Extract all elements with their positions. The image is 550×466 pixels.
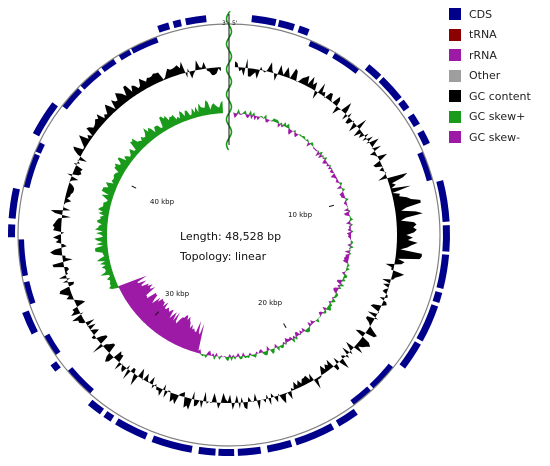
legend-swatch-cds	[449, 8, 461, 21]
cds-feature	[151, 435, 193, 453]
cds-feature	[185, 15, 207, 26]
legend-swatch-other	[449, 69, 461, 82]
legend-item-gc-content: GC content	[449, 86, 549, 107]
cds-feature	[436, 254, 450, 289]
legend-swatch-gc-skew-minus	[449, 131, 461, 144]
cds-track	[7, 15, 451, 456]
cds-feature	[432, 291, 443, 304]
cds-feature	[22, 310, 38, 335]
legend-item-cds: CDS	[449, 4, 549, 25]
cds-feature	[32, 102, 58, 137]
cds-feature	[399, 341, 421, 369]
origin-wavy-line	[225, 11, 233, 151]
cds-feature	[378, 76, 402, 102]
legend-label-other: Other	[469, 69, 501, 83]
cds-feature	[67, 367, 94, 394]
tick-label-40kbp: 40 kbp	[150, 198, 175, 206]
cds-feature	[407, 113, 420, 128]
cds-feature	[8, 187, 20, 219]
legend-label-gc-skew-minus: GC skew-	[469, 130, 521, 144]
cds-feature	[50, 361, 61, 372]
cds-feature	[266, 440, 293, 453]
legend-swatch-trna	[449, 28, 461, 41]
cds-feature	[335, 408, 358, 427]
cds-feature	[417, 130, 430, 146]
cds-feature	[308, 40, 330, 55]
length-label: Length: 48,528 bp	[180, 230, 282, 243]
cds-feature	[442, 225, 451, 252]
legend-swatch-gc-content	[449, 90, 461, 103]
legend-item-other: Other	[449, 66, 549, 87]
cds-feature	[364, 64, 382, 80]
cds-feature	[115, 418, 148, 440]
cds-feature	[118, 49, 132, 61]
tick-label-30kbp: 30 kbp	[165, 290, 190, 298]
cds-feature	[198, 446, 216, 456]
tick-mark	[154, 311, 160, 316]
tick-label-20kbp: 20 kbp	[258, 299, 283, 307]
legend-label-gc-skew-plus: GC skew+	[469, 110, 526, 124]
cds-feature	[44, 333, 61, 356]
tick-label-10kbp: 10 kbp	[288, 211, 313, 219]
cds-feature	[23, 153, 40, 189]
cds-feature	[23, 281, 36, 305]
cds-feature	[332, 52, 360, 74]
end-label-3prime: 3'	[222, 20, 228, 27]
cds-feature	[130, 36, 159, 54]
cds-feature	[417, 151, 433, 182]
legend-item-trna: tRNA	[449, 25, 549, 46]
cds-feature	[297, 25, 310, 36]
cds-feature	[237, 446, 262, 456]
cds-feature	[294, 423, 335, 446]
cds-feature	[62, 87, 82, 110]
cds-feature	[218, 448, 235, 456]
tick-mark	[283, 323, 287, 329]
legend-swatch-gc-skew-plus	[449, 110, 461, 123]
cds-feature	[172, 19, 182, 29]
tick-mark	[131, 185, 137, 189]
cds-feature	[398, 99, 410, 112]
legend-label-cds: CDS	[469, 7, 493, 21]
cds-feature	[157, 22, 171, 33]
topology-label: Topology: linear	[180, 250, 267, 263]
end-label-5prime: 5'	[232, 20, 238, 27]
cds-feature	[35, 142, 45, 154]
cds-feature	[103, 411, 115, 422]
cds-feature	[350, 386, 372, 406]
legend-swatch-rrna	[449, 49, 461, 62]
legend-label-gc-content: GC content	[469, 89, 531, 103]
cds-feature	[7, 224, 16, 238]
cds-feature	[80, 69, 102, 90]
tick-marks	[131, 185, 335, 329]
cds-feature	[101, 58, 117, 73]
legend-label-rrna: rRNA	[469, 48, 497, 62]
legend-item-gc-skew-plus: GC skew+	[449, 107, 549, 128]
legend-label-trna: tRNA	[469, 28, 497, 42]
legend-item-rrna: rRNA	[449, 45, 549, 66]
cds-feature	[251, 15, 277, 27]
cds-feature	[277, 19, 295, 31]
tick-mark	[328, 204, 335, 208]
legend: CDS tRNA rRNA Other GC content GC skew+ …	[449, 4, 549, 148]
cds-feature	[436, 180, 450, 222]
cds-feature	[369, 363, 394, 389]
cds-feature	[87, 399, 105, 415]
legend-item-gc-skew-minus: GC skew-	[449, 127, 549, 148]
cds-feature	[416, 304, 439, 342]
